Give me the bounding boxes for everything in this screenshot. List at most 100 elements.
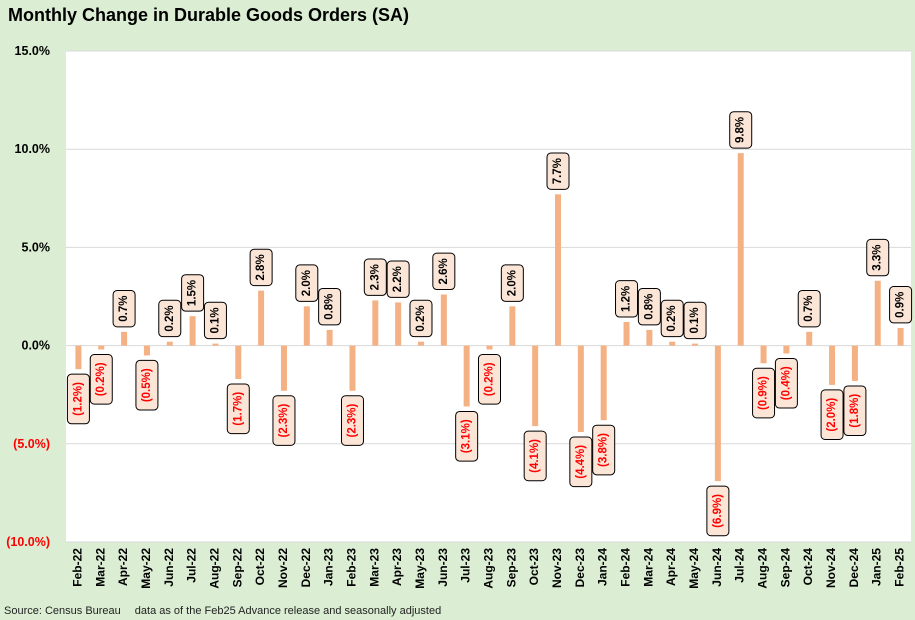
data-label-box	[295, 264, 319, 302]
data-label-box	[318, 287, 342, 326]
x-tick-label: Mar-22	[93, 548, 107, 587]
data-label: 1.5%	[187, 280, 199, 306]
data-label: 0.7%	[803, 296, 815, 322]
data-label-box	[729, 111, 753, 149]
bar	[646, 329, 653, 346]
x-tick-label: Jul-22	[185, 548, 199, 583]
data-label: 2.6%	[438, 258, 450, 284]
data-label: 2.3%	[369, 264, 381, 290]
x-tick-label: Jun-22	[162, 548, 176, 587]
bar	[143, 345, 150, 356]
bar	[121, 331, 128, 346]
x-tick-label: Sep-24	[778, 548, 792, 588]
data-label-box	[683, 301, 707, 340]
data-label-box	[272, 395, 296, 446]
data-label: 0.2%	[666, 305, 678, 331]
bar	[212, 343, 219, 346]
data-label-box	[615, 280, 639, 318]
data-label: (0.5%)	[141, 368, 153, 402]
bar	[577, 345, 584, 433]
x-tick-label: Mar-24	[641, 548, 655, 587]
data-label-box	[774, 357, 798, 409]
y-tick-label: 0.0%	[22, 339, 51, 353]
bar	[75, 345, 82, 370]
data-label: (2.0%)	[826, 398, 838, 432]
data-label-box	[797, 289, 821, 328]
data-label-box	[432, 252, 456, 291]
bar	[280, 345, 287, 391]
bar	[806, 331, 813, 346]
data-label-box	[226, 383, 250, 435]
bar	[509, 306, 516, 346]
bar	[760, 345, 767, 364]
data-label-box	[363, 258, 387, 296]
bar	[669, 341, 676, 346]
source-note: Source: Census Bureau data as of the Feb2…	[4, 605, 441, 617]
data-label: 3.3%	[872, 244, 884, 270]
data-label-box	[843, 385, 867, 437]
x-tick-label: Aug-24	[756, 548, 770, 589]
data-label: (1.7%)	[232, 392, 244, 426]
bar	[486, 345, 493, 350]
data-label: (1.2%)	[72, 382, 84, 416]
data-label-box	[752, 367, 776, 419]
data-label: (2.3%)	[346, 403, 358, 437]
x-tick-label: Apr-24	[664, 548, 678, 586]
chart-title: Monthly Change in Durable Goods Orders (…	[8, 5, 410, 25]
bar	[829, 345, 836, 385]
x-tick-label: Feb-23	[344, 548, 358, 587]
y-tick-label: 15.0%	[15, 44, 50, 58]
data-label-box	[66, 373, 90, 425]
x-tick-label: Mar-23	[367, 548, 381, 587]
data-label: 1.2%	[621, 286, 633, 312]
bar	[463, 345, 470, 407]
data-label: (4.1%)	[529, 439, 541, 473]
bar	[783, 345, 790, 354]
bar	[349, 345, 356, 391]
data-label: 2.2%	[392, 266, 404, 292]
data-label-box	[820, 389, 844, 440]
x-tick-label: Aug-23	[482, 548, 496, 589]
data-label: 0.1%	[689, 307, 701, 333]
plot-area	[66, 51, 911, 542]
x-tick-label: Dec-22	[299, 548, 313, 588]
bar	[623, 322, 630, 346]
source-text: Source: Census Bureau	[4, 605, 121, 617]
data-label-box	[592, 424, 616, 476]
data-label-box	[500, 264, 524, 302]
data-label-box	[546, 152, 570, 190]
bar	[897, 327, 904, 346]
y-tick-label: 5.0%	[22, 240, 51, 254]
x-tick-label: Nov-23	[550, 548, 564, 588]
x-tick-label: Jun-23	[436, 548, 450, 587]
x-tick-label: Feb-25	[893, 548, 907, 587]
bar	[395, 302, 402, 346]
bar	[303, 306, 310, 346]
data-label: (0.2%)	[95, 362, 107, 396]
x-tick-label: Apr-23	[390, 548, 404, 586]
x-tick-label: Jul-23	[459, 548, 473, 583]
y-tick-label: (10.0%)	[6, 535, 50, 549]
data-label-box	[386, 260, 410, 298]
bar	[258, 290, 265, 346]
data-label: (0.2%)	[484, 362, 496, 396]
data-label: 0.2%	[415, 305, 427, 331]
x-tick-label: Sep-23	[504, 548, 518, 588]
bar	[235, 345, 242, 379]
data-label: 0.1%	[209, 307, 221, 333]
data-label: (2.3%)	[278, 403, 290, 437]
data-label: (0.9%)	[758, 376, 770, 410]
data-label-box	[478, 354, 501, 405]
x-tick-label: Aug-22	[207, 548, 221, 589]
data-label: 2.0%	[301, 270, 313, 296]
x-tick-label: Jan-25	[870, 548, 884, 586]
x-tick-label: Oct-22	[253, 548, 267, 586]
data-label-box	[637, 287, 661, 326]
data-label: 0.7%	[118, 296, 130, 322]
x-tick-label: Feb-24	[619, 548, 633, 587]
y-tick-label: (5.0%)	[13, 437, 50, 451]
data-label-box	[706, 485, 730, 537]
data-label-box	[181, 274, 205, 312]
bar	[326, 329, 333, 346]
